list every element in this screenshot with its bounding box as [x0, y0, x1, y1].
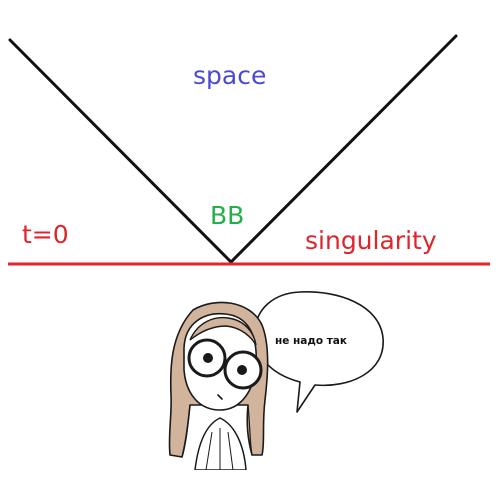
singularity-label: singularity [305, 226, 437, 255]
space-label: space [193, 61, 267, 90]
time-zero-label: t=0 [22, 220, 69, 249]
light-cone-left-line [8, 38, 233, 264]
speech-bubble-icon [254, 291, 384, 413]
speech-bubble-text: не надо так [275, 335, 348, 347]
girl-with-glasses-icon [168, 301, 269, 470]
girl-illustration [168, 291, 384, 470]
light-cone-right-line [229, 34, 458, 264]
big-bang-label: BB [210, 201, 245, 230]
